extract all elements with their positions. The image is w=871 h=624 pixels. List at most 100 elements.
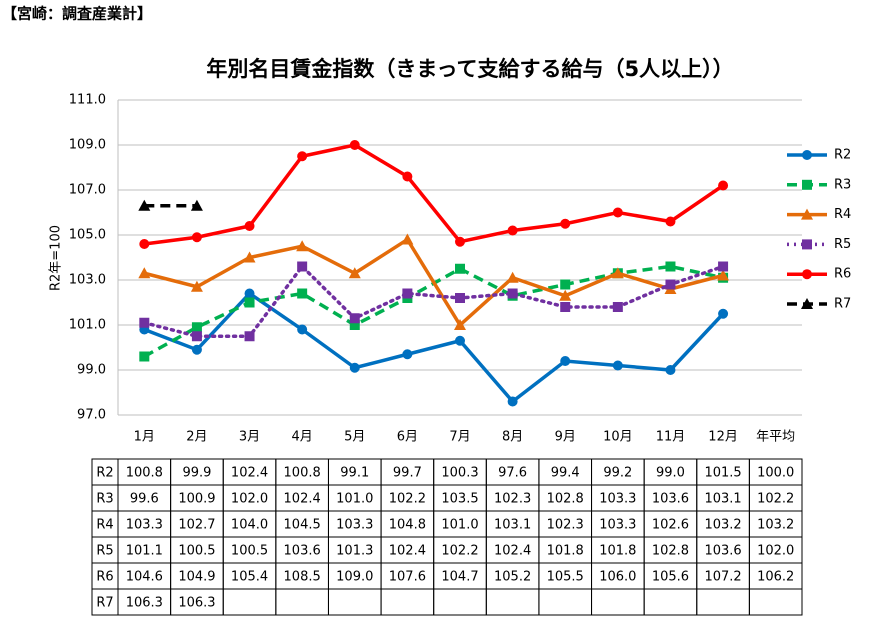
point bbox=[665, 365, 676, 375]
legend-label: R7 bbox=[834, 297, 851, 312]
x-tick-label: 8月 bbox=[502, 430, 523, 445]
point bbox=[455, 263, 465, 274]
point bbox=[665, 261, 676, 272]
point bbox=[718, 308, 729, 319]
cell-value: 104.0 bbox=[231, 518, 268, 533]
x-tick-label: 12月 bbox=[708, 430, 738, 445]
x-tick-label: 3月 bbox=[239, 430, 260, 445]
row-label: R2 bbox=[96, 466, 113, 481]
point bbox=[296, 240, 309, 252]
row-label: R3 bbox=[96, 492, 113, 507]
point bbox=[718, 261, 729, 272]
point bbox=[507, 225, 518, 236]
point bbox=[665, 216, 676, 227]
cell-value: 99.6 bbox=[130, 492, 159, 507]
chart-title: 年別名目賃金指数（きまって支給する給与（5人以上）） bbox=[206, 57, 733, 81]
row-label: R6 bbox=[96, 570, 113, 585]
point bbox=[297, 324, 308, 335]
point bbox=[560, 356, 571, 366]
cell-value: 104.8 bbox=[389, 518, 426, 533]
table-cell bbox=[327, 588, 382, 616]
cell-value: 100.0 bbox=[757, 466, 794, 481]
point bbox=[506, 271, 519, 283]
cell-value: 97.6 bbox=[498, 466, 527, 481]
cell-value: 103.2 bbox=[704, 518, 741, 533]
point bbox=[348, 267, 361, 279]
cell-value: 100.8 bbox=[284, 466, 321, 481]
cell-value: 109.0 bbox=[336, 570, 373, 585]
y-tick-label: 97.0 bbox=[77, 408, 106, 423]
legend-label: R5 bbox=[834, 237, 851, 252]
point bbox=[138, 267, 151, 279]
cell-value: 104.7 bbox=[441, 570, 478, 585]
x-tick-label: 年平均 bbox=[756, 430, 795, 445]
point bbox=[191, 331, 202, 342]
table-cell bbox=[538, 588, 593, 616]
cell-value: 102.4 bbox=[231, 466, 268, 481]
cell-value: 102.0 bbox=[757, 544, 794, 559]
legend-label: R2 bbox=[834, 148, 851, 163]
table-cell bbox=[696, 588, 750, 616]
point bbox=[349, 320, 360, 330]
cell-value: 102.7 bbox=[178, 518, 215, 533]
cell-value: 101.1 bbox=[126, 544, 163, 559]
y-axis-label: R2年=100 bbox=[49, 225, 64, 291]
y-tick-label: 107.0 bbox=[69, 183, 106, 198]
x-tick-label: 7月 bbox=[449, 430, 470, 445]
cell-value: 107.6 bbox=[389, 570, 426, 585]
table-cell bbox=[748, 588, 803, 616]
point bbox=[243, 251, 256, 263]
cell-value: 99.2 bbox=[603, 466, 632, 481]
table-cell bbox=[380, 588, 435, 616]
table-cell bbox=[222, 588, 277, 616]
series-line bbox=[143, 291, 725, 404]
cell-value: 99.4 bbox=[551, 466, 580, 481]
row-label: R7 bbox=[96, 596, 113, 611]
point bbox=[191, 232, 202, 243]
table-cell bbox=[591, 588, 645, 616]
point bbox=[402, 349, 413, 360]
point bbox=[402, 288, 413, 299]
x-tick-label: 1月 bbox=[134, 430, 155, 445]
point bbox=[349, 140, 360, 150]
legend-label: R3 bbox=[834, 177, 851, 192]
point bbox=[139, 239, 150, 249]
cell-value: 102.2 bbox=[441, 544, 478, 559]
cell-value: 102.0 bbox=[231, 492, 268, 507]
legend-marker bbox=[802, 150, 812, 160]
cell-value: 101.5 bbox=[704, 466, 741, 481]
cell-value: 103.3 bbox=[336, 518, 373, 533]
cell-value: 99.7 bbox=[393, 466, 422, 481]
cell-value: 106.3 bbox=[178, 596, 215, 611]
cell-value: 105.6 bbox=[652, 570, 689, 585]
cell-value: 103.3 bbox=[599, 518, 636, 533]
y-tick-label: 99.0 bbox=[77, 363, 106, 378]
cell-value: 101.3 bbox=[336, 544, 373, 559]
cell-value: 102.6 bbox=[652, 518, 689, 533]
cell-value: 101.8 bbox=[599, 544, 636, 559]
table-cell bbox=[643, 588, 698, 616]
cell-value: 103.6 bbox=[284, 544, 321, 559]
point bbox=[191, 344, 202, 355]
point bbox=[297, 151, 308, 162]
cell-value: 103.6 bbox=[652, 492, 689, 507]
x-tick-label: 9月 bbox=[555, 430, 576, 445]
point bbox=[559, 289, 572, 301]
point bbox=[401, 233, 414, 245]
x-tick-label: 6月 bbox=[397, 430, 418, 445]
point bbox=[455, 293, 465, 303]
cell-value: 100.8 bbox=[126, 466, 163, 481]
point bbox=[611, 267, 624, 279]
point bbox=[297, 261, 308, 272]
cell-value: 102.2 bbox=[757, 492, 794, 507]
cell-value: 102.8 bbox=[652, 544, 689, 559]
x-tick-label: 2月 bbox=[186, 430, 207, 445]
cell-value: 101.0 bbox=[441, 518, 478, 533]
x-tick-label: 10月 bbox=[603, 430, 633, 445]
x-tick-label: 5月 bbox=[344, 430, 365, 445]
cell-value: 103.1 bbox=[494, 518, 531, 533]
point bbox=[612, 302, 623, 312]
cell-value: 102.2 bbox=[389, 492, 426, 507]
cell-value: 99.0 bbox=[656, 466, 685, 481]
